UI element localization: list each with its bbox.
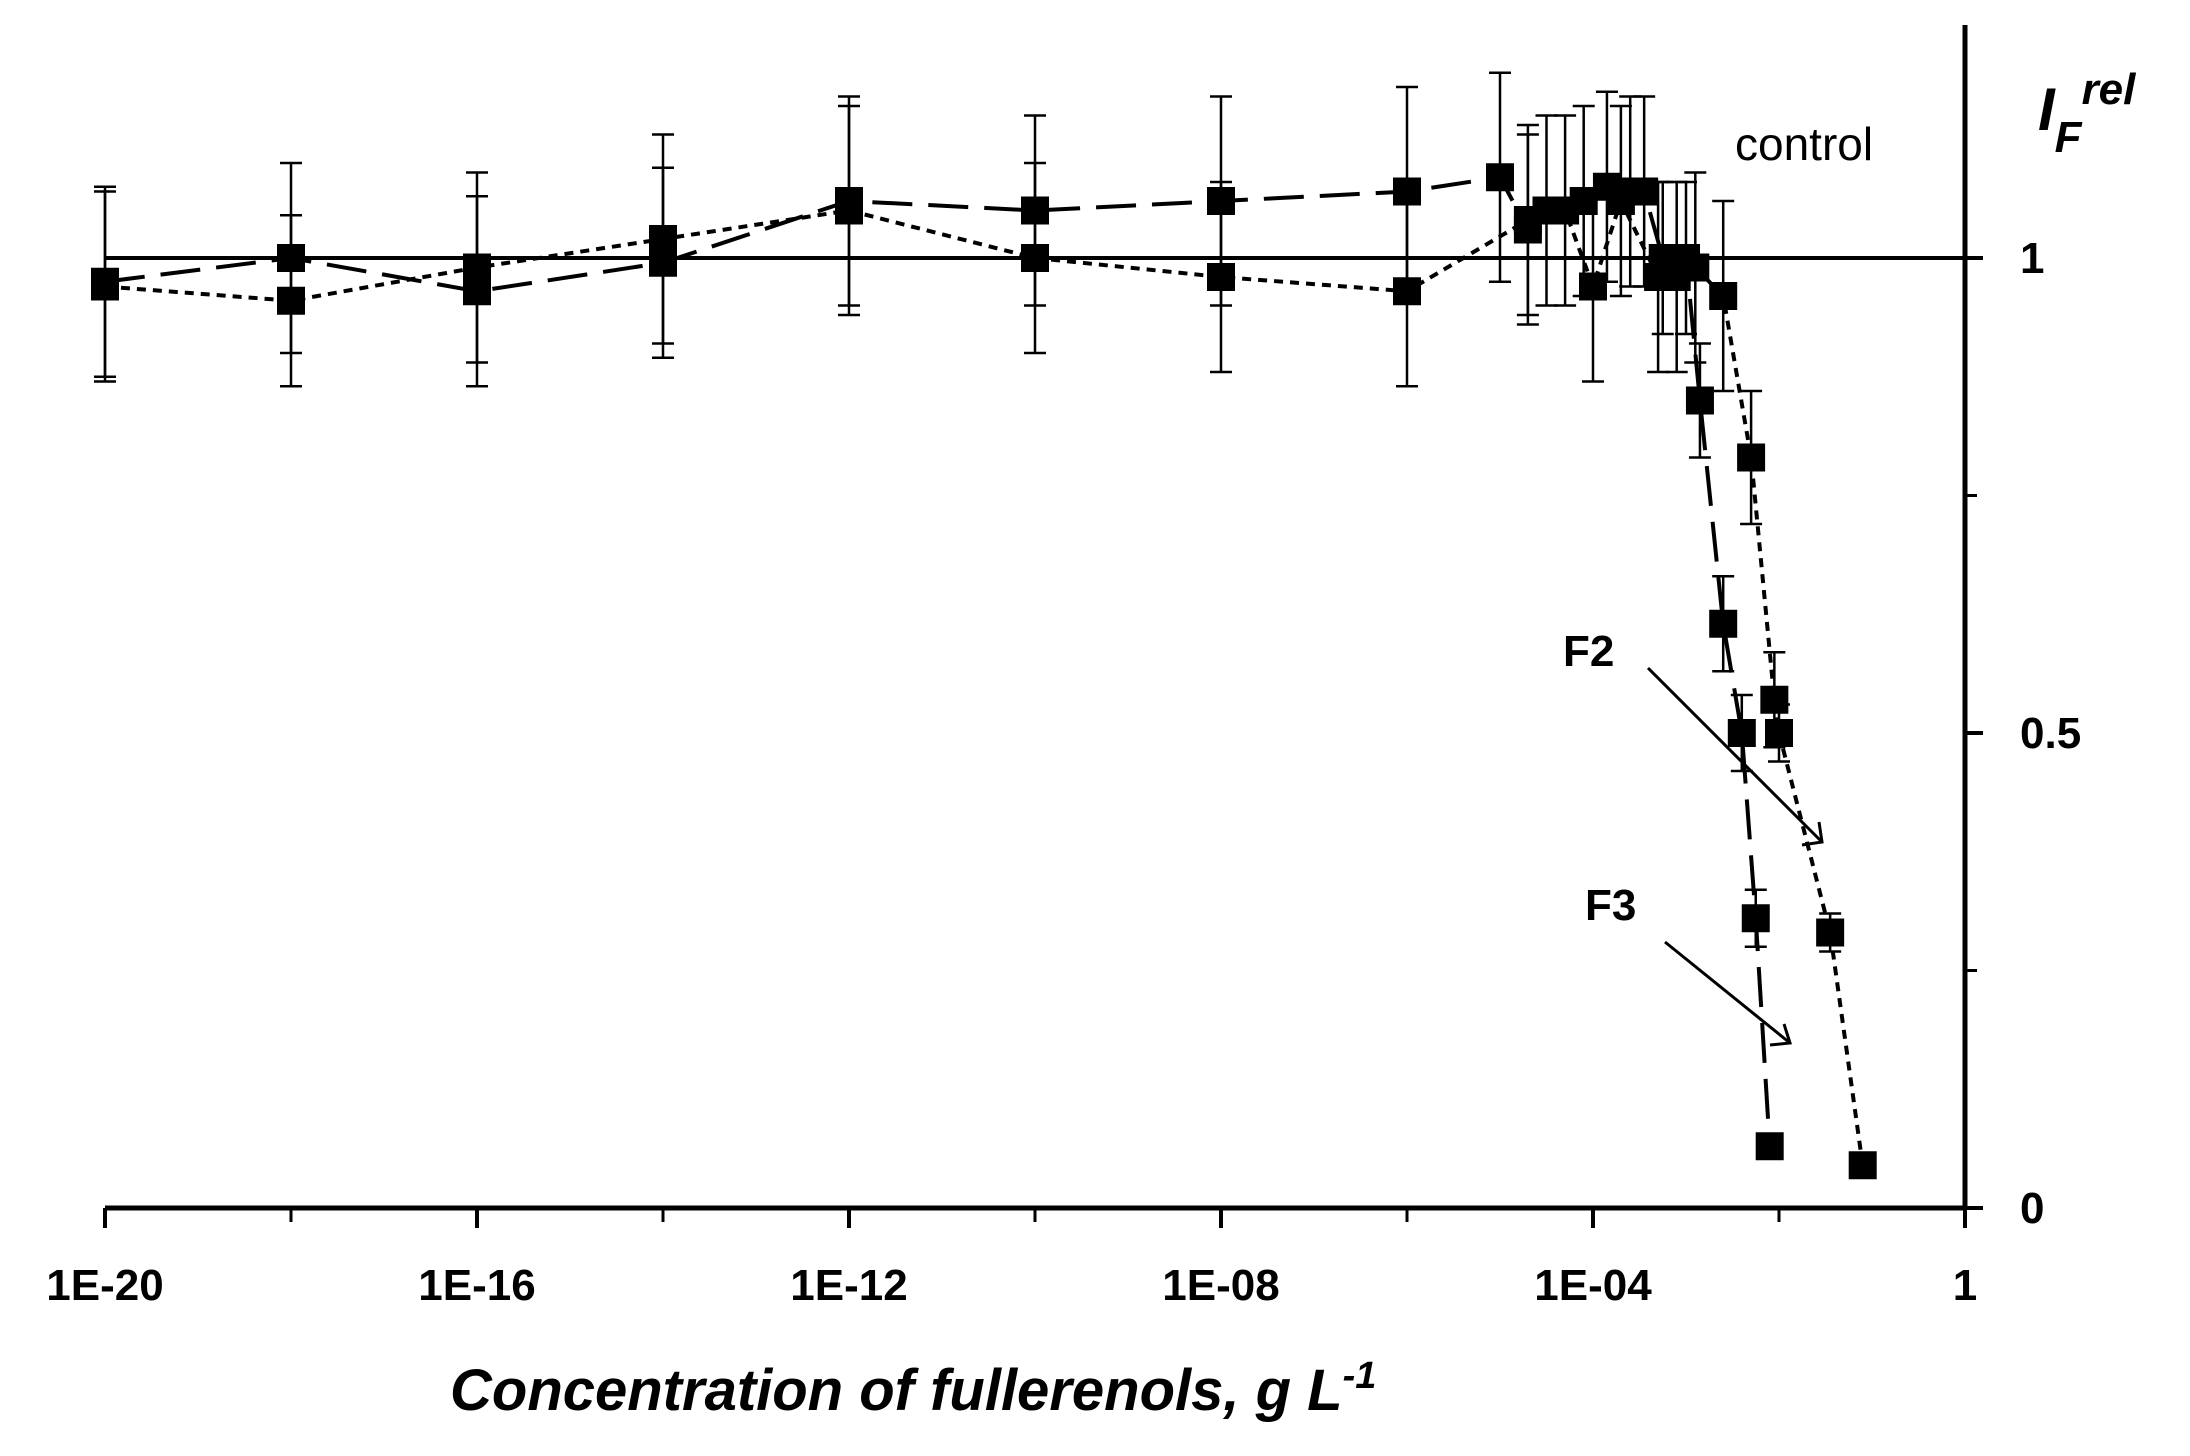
data-point — [1486, 163, 1514, 192]
series-line-f2 — [104, 195, 1865, 1166]
x-tick-label: 1 — [1953, 1261, 1977, 1310]
data-point — [463, 277, 491, 306]
control-label: control — [1735, 118, 1873, 170]
data-point — [1532, 196, 1561, 225]
data-point — [1709, 282, 1738, 310]
data-point — [1737, 443, 1766, 472]
data-point — [1727, 719, 1756, 747]
f3-annotation: F3 — [1585, 881, 1636, 930]
f2-arrow — [1646, 666, 1824, 844]
x-ticks: 1E-20 1E-16 1E-12 1E-08 1E-04 1 — [46, 1208, 1977, 1310]
x-tick-label: 1E-08 — [1162, 1261, 1279, 1310]
f2-annotation: F2 — [1563, 627, 1614, 676]
y-tick-label: 0 — [2020, 1184, 2044, 1233]
y-ticks: 00.51 — [1965, 234, 2081, 1233]
y-axis-title-main: I — [2038, 76, 2056, 143]
data-point — [91, 267, 119, 296]
series-f3 — [91, 71, 1784, 1161]
y-axis-title-subscript: F — [2055, 113, 2083, 162]
data-point — [1207, 187, 1235, 215]
series-line-f3 — [104, 175, 1772, 1147]
data-point — [1709, 609, 1738, 638]
data-point — [1848, 1151, 1877, 1180]
data-point — [1765, 719, 1793, 747]
x-axis-title: Concentration of fullerenols, g L-1 — [450, 1355, 1376, 1423]
data-point — [649, 248, 677, 277]
y-axis-title-superscript: rel — [2082, 65, 2137, 114]
data-point — [1685, 386, 1714, 415]
data-point — [1760, 685, 1789, 714]
f3-arrow — [1664, 940, 1791, 1045]
data-point — [277, 244, 305, 272]
data-point — [1755, 1132, 1784, 1161]
y-tick-label: 1 — [2020, 234, 2044, 283]
f3-arrowhead-icon — [1769, 1023, 1792, 1047]
data-point — [1672, 244, 1700, 272]
x-axis-title-superscript: -1 — [1343, 1355, 1377, 1397]
data-point — [1741, 904, 1770, 933]
data-point — [1816, 918, 1845, 947]
data-point — [1021, 196, 1049, 225]
f2-arrowhead-icon — [1801, 821, 1824, 847]
x-axis-title-main: Concentration of fullerenols, g L — [450, 1358, 1343, 1423]
data-point — [835, 187, 863, 215]
y-tick-label: 0.5 — [2020, 709, 2081, 758]
x-tick-label: 1E-04 — [1534, 1261, 1652, 1310]
y-axis-title: IFrel — [2038, 65, 2136, 162]
x-tick-label: 1E-16 — [418, 1261, 535, 1310]
x-tick-label: 1E-20 — [46, 1261, 163, 1310]
series-layer — [91, 71, 1877, 1180]
x-tick-label: 1E-12 — [790, 1261, 907, 1310]
data-point — [1393, 177, 1421, 206]
